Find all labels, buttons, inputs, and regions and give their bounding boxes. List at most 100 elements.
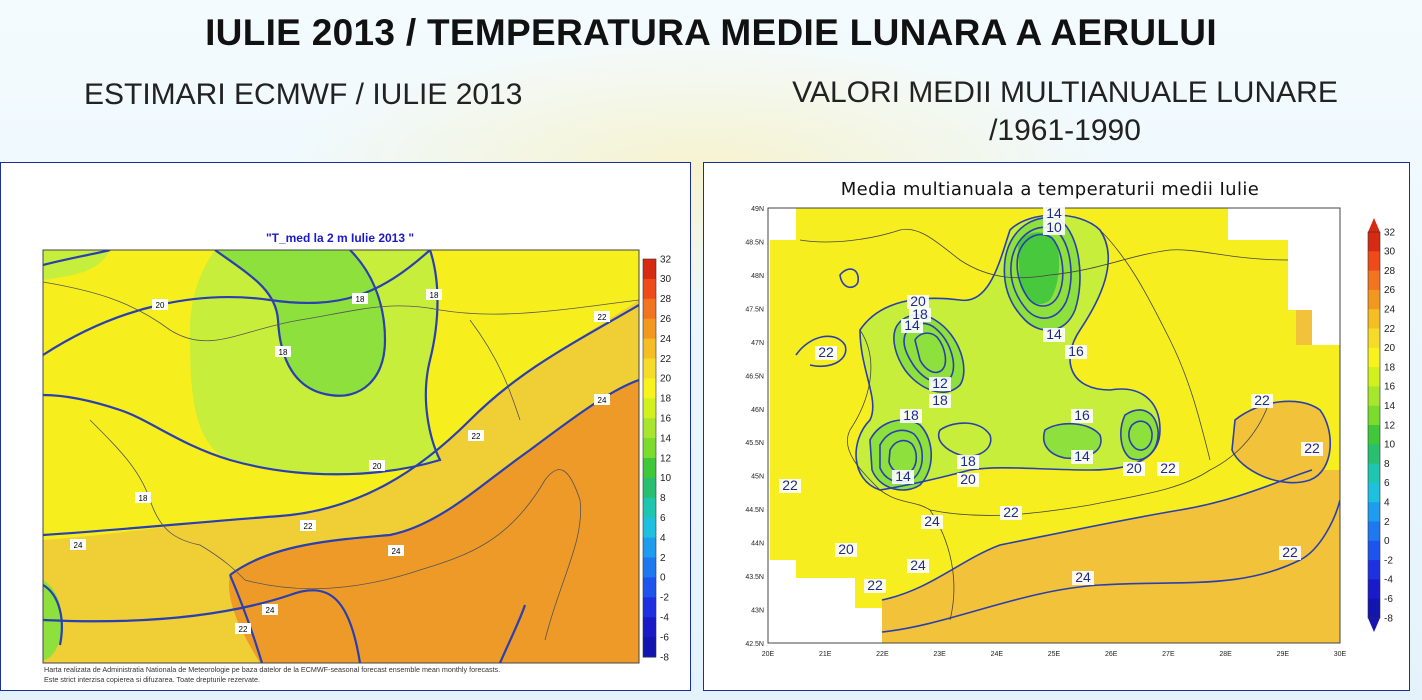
colorbar-tick-label: 0 — [660, 573, 666, 584]
right-subtitle-line1: VALORI MEDII MULTIANUALE LUNARE — [792, 76, 1338, 109]
colorbar-tick-label: 32 — [660, 254, 672, 265]
latitude-tick-label: 45.5N — [745, 440, 764, 447]
colorbar-swatch — [1368, 289, 1380, 310]
contour-label: 24 — [1075, 569, 1091, 585]
colorbar-swatch — [643, 278, 656, 300]
colorbar-tick-label: 10 — [1384, 440, 1396, 451]
contour-label: 22 — [782, 477, 798, 493]
contour-label-box — [1071, 450, 1093, 464]
colorbar-swatch — [643, 398, 656, 419]
colorbar-frame — [642, 258, 657, 658]
longitude-tick-label: 27E — [1162, 651, 1175, 658]
contour-label-box — [892, 470, 914, 484]
colorbar-swatch — [1368, 232, 1380, 252]
latitude-tick-label: 49N — [751, 206, 764, 213]
contour-label: 22 — [867, 577, 883, 593]
contour-14-north — [1016, 233, 1064, 307]
right-subtitle-line2: /1961-1990 — [989, 114, 1141, 147]
contour-18-center — [938, 422, 992, 457]
colorbar-tick-label: -6 — [1384, 594, 1393, 605]
contour-label: 20 — [838, 541, 854, 557]
colorbar-tick-label: 0 — [1384, 536, 1390, 547]
colorbar-arrow-top — [1368, 218, 1380, 232]
contour-label: 18 — [430, 291, 439, 300]
colorbar-swatch — [1368, 367, 1380, 387]
contour-label: 20 — [156, 301, 165, 310]
colorbar-tick-label: 4 — [1384, 498, 1390, 509]
colorbar-swatch — [643, 637, 656, 658]
colorbar-swatch — [643, 477, 656, 499]
contour-sw — [43, 584, 63, 646]
border-internal — [469, 319, 521, 421]
contour-label-box — [1043, 221, 1065, 235]
contour-label-box — [929, 377, 951, 391]
contour-label-box — [70, 539, 86, 550]
contour-label-box — [1157, 462, 1179, 476]
disclaimer-line1: Harta realizata de Administratia Nationa… — [44, 665, 501, 674]
colorbar-tick-label: 24 — [1384, 305, 1396, 316]
colorbar-swatch — [1368, 560, 1380, 580]
contour-label: 24 — [910, 557, 926, 573]
contour-label-box — [300, 520, 316, 531]
zone-black-sea-orange — [1232, 401, 1331, 483]
colorbar-swatch — [643, 597, 656, 618]
contour-label-box — [1071, 409, 1093, 423]
contour-label: 20 — [910, 293, 926, 309]
colorbar-tick-label: -2 — [1384, 555, 1393, 566]
disclaimer-line2: Este strict interzisa copierea si difuza… — [44, 675, 260, 684]
colorbar-swatch — [1368, 309, 1380, 329]
colorbar-tick-label: 28 — [660, 294, 672, 305]
contour-16-north — [1003, 216, 1081, 332]
contour-label-box — [1065, 345, 1087, 359]
page-title: IULIE 2013 / TEMPERATURA MEDIE LUNARA A … — [205, 12, 1217, 53]
colorbar-swatch — [643, 418, 656, 439]
longitude-tick-label: 21E — [819, 651, 832, 658]
contour-label-box — [864, 579, 886, 593]
latitude-tick-label: 46.5N — [745, 373, 764, 380]
contour-22-small — [839, 268, 859, 289]
contour-label-box — [957, 455, 979, 469]
contour-label-box — [909, 308, 931, 322]
contour-22-south — [43, 589, 362, 663]
contour-label: 22 — [1282, 544, 1298, 560]
colorbar-swatch — [1368, 425, 1380, 445]
contour-label: 22 — [818, 344, 834, 360]
longitude-tick-label: 24E — [991, 651, 1004, 658]
latitude-tick-label: 48N — [751, 273, 764, 280]
contour-label-box — [815, 346, 837, 360]
contour-22-west — [795, 335, 847, 367]
climatology-temperature-map: 49N 48.5N 48N 47.5N 47N 46.5N 46N 45.5N 45N 44.5N… — [745, 205, 1396, 658]
contour-label: 18 — [932, 392, 948, 408]
contour-label: 24 — [74, 541, 83, 550]
contour-label: 24 — [392, 547, 401, 556]
colorbar-tick-label: 30 — [660, 274, 672, 285]
colorbar-swatch — [643, 378, 656, 399]
colorbar-tick-label: 12 — [660, 453, 672, 464]
colorbar-tick-label: -4 — [1384, 575, 1393, 586]
contour-label: 24 — [598, 396, 607, 405]
contour-label: 18 — [912, 306, 928, 322]
contour-24-se — [498, 604, 527, 663]
contour-label: 22 — [1160, 460, 1176, 476]
contour-label-box — [1251, 394, 1273, 408]
contour-label-box — [152, 299, 168, 310]
border-south-east — [244, 469, 582, 641]
colorbar-tick-label: 4 — [660, 533, 666, 544]
contour-label-box — [907, 295, 929, 309]
contour-label: 18 — [356, 295, 365, 304]
contour-label-box — [900, 409, 922, 423]
contour-label-box — [369, 460, 385, 471]
contour-label: 20 — [960, 471, 976, 487]
contour-label: 14 — [895, 468, 911, 484]
contour-label-box — [262, 604, 278, 615]
colorbar-swatch — [643, 259, 656, 280]
contour-label-box — [1000, 506, 1022, 520]
zone-14-core — [1018, 232, 1060, 305]
latitude-tick-label: 47.5N — [745, 306, 764, 313]
contour-label: 12 — [932, 375, 948, 391]
contour-label: 24 — [924, 513, 940, 529]
contour-label: 14 — [904, 317, 920, 333]
colorbar-swatch — [1368, 347, 1380, 368]
colorbar-swatch — [643, 577, 656, 598]
